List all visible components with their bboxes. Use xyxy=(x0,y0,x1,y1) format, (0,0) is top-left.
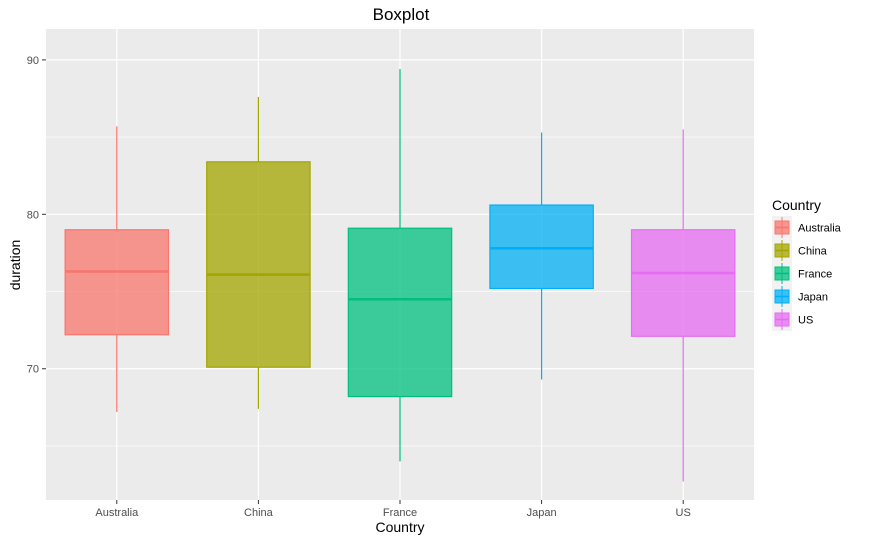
x-axis-title: Country xyxy=(375,519,424,535)
y-tick-label: 70 xyxy=(27,364,39,376)
legend-title: Country xyxy=(772,197,821,213)
legend-item-japan: Japan xyxy=(772,285,828,308)
y-tick-label: 90 xyxy=(27,55,39,67)
box-australia xyxy=(64,126,170,412)
legend: Country Australia China France Japan US xyxy=(772,197,842,331)
legend-item-france: France xyxy=(772,262,832,285)
x-tick-label: Japan xyxy=(527,507,557,519)
y-tick-label: 80 xyxy=(27,209,39,221)
x-tick-label: France xyxy=(383,507,417,519)
box-iqr xyxy=(489,204,594,290)
legend-label: Japan xyxy=(798,292,828,304)
box-iqr xyxy=(347,227,453,398)
box-iqr xyxy=(64,229,170,336)
legend-items: Australia China France Japan US xyxy=(772,216,842,331)
legend-item-china: China xyxy=(772,239,828,262)
legend-label: China xyxy=(798,246,828,258)
box-china xyxy=(206,96,311,409)
legend-item-us: US xyxy=(772,308,813,331)
box-japan xyxy=(489,132,594,380)
legend-label: Australia xyxy=(798,223,842,235)
x-tick-label: Australia xyxy=(95,507,139,519)
y-axis: 70 80 90 xyxy=(27,55,46,376)
legend-label: US xyxy=(798,315,813,327)
x-tick-label: China xyxy=(244,507,274,519)
box-iqr xyxy=(206,161,311,368)
x-tick-label: US xyxy=(676,507,691,519)
legend-item-australia: Australia xyxy=(772,216,842,239)
box-france xyxy=(347,69,453,462)
box-layer xyxy=(64,69,736,482)
x-axis: Australia China France Japan US xyxy=(95,500,691,519)
chart-title: Boxplot xyxy=(373,5,430,24)
box-us xyxy=(630,129,736,482)
y-axis-title: duration xyxy=(7,240,23,291)
legend-label: France xyxy=(798,269,832,281)
box-iqr xyxy=(630,229,736,337)
